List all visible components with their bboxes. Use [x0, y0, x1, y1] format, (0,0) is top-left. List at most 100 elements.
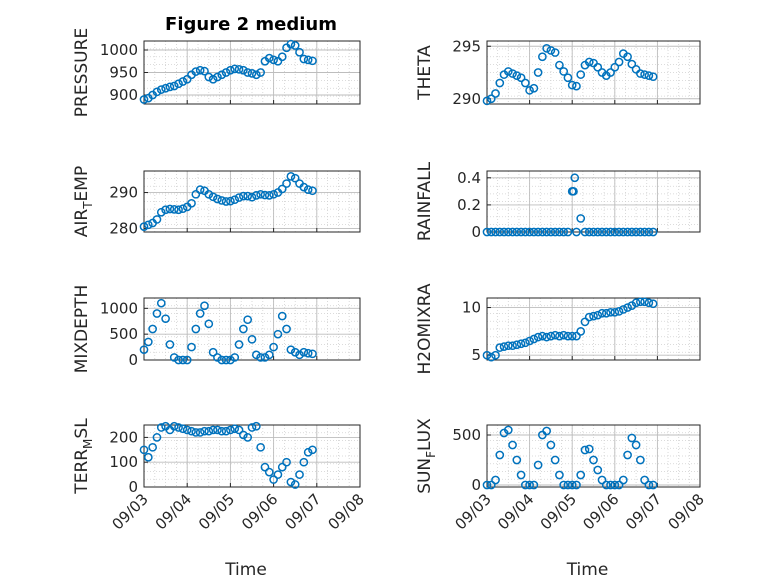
- data-point: [529, 334, 539, 344]
- data-point: [627, 227, 637, 237]
- data-point: [178, 355, 188, 365]
- data-point: [486, 352, 496, 362]
- data-point: [295, 47, 304, 57]
- data-point: [286, 39, 296, 49]
- y-tick-label: 900: [109, 86, 138, 104]
- data-point: [542, 426, 551, 436]
- data-point: [631, 298, 641, 308]
- subplot-terr-msl: 0 100 200 09/03 09/04 09/05 09/06 09/07 09/08 Tim…: [72, 418, 368, 580]
- data-point: [640, 227, 649, 237]
- x-tick-label: 09/08: [325, 490, 368, 533]
- data-point: [610, 227, 620, 237]
- data-point: [482, 227, 492, 237]
- data-point: [572, 227, 581, 237]
- data-point: [516, 227, 526, 237]
- y-tick-label: 1000: [100, 299, 138, 317]
- data-point: [200, 301, 209, 311]
- data-point: [269, 55, 278, 65]
- data-point: [277, 311, 287, 321]
- data-point: [230, 64, 240, 74]
- data-point: [143, 220, 153, 230]
- data-point: [614, 57, 624, 67]
- axes-box: [486, 40, 701, 105]
- y-axis-label: SUNFLUX: [415, 418, 438, 494]
- data-point: [308, 186, 317, 196]
- data-point: [264, 467, 274, 477]
- data-point: [187, 198, 196, 208]
- data-point: [572, 81, 581, 91]
- data-point: [559, 480, 569, 490]
- data-point: [640, 475, 649, 485]
- x-tick-label: 09/06: [579, 490, 622, 533]
- data-point: [525, 336, 534, 346]
- data-point: [264, 53, 274, 63]
- data-point: [529, 83, 539, 93]
- data-point: [174, 423, 183, 432]
- data-point: [174, 205, 183, 215]
- y-tick-label: 0: [471, 223, 481, 241]
- y-axis-label: TERRMSL: [72, 418, 95, 495]
- data-point: [555, 60, 564, 70]
- data-point: [589, 311, 598, 321]
- data-point: [286, 172, 296, 181]
- data-point: [648, 299, 658, 309]
- data-point: [584, 57, 594, 67]
- data-point: [546, 331, 556, 341]
- data-point: [631, 440, 641, 450]
- data-point: [516, 73, 526, 83]
- data-point: [525, 227, 534, 237]
- data-point: [187, 426, 196, 436]
- x-tick-label: 09/08: [665, 490, 708, 533]
- y-tick-label: 200: [109, 428, 138, 446]
- data-point: [593, 62, 603, 72]
- data-point: [156, 207, 166, 217]
- data-point: [572, 480, 581, 490]
- data-point: [589, 227, 598, 237]
- data-point: [538, 331, 547, 341]
- data-point: [623, 450, 632, 460]
- data-point: [550, 455, 560, 465]
- data-point: [208, 74, 218, 84]
- data-point: [191, 67, 201, 76]
- data-point: [525, 480, 534, 490]
- subplot-sun-flux: 0 500 09/03 09/04 09/05 09/06 09/07 09/08 Time SU…: [415, 418, 708, 580]
- data-point: [584, 227, 594, 237]
- data-point: [251, 350, 261, 360]
- data-point: [308, 349, 317, 359]
- data-point: [243, 315, 253, 325]
- data-point: [234, 193, 244, 202]
- data-point: [550, 227, 560, 237]
- data-point: [576, 470, 586, 480]
- y-tick-label: 295: [452, 37, 481, 55]
- data-point: [512, 455, 522, 465]
- data-point: [563, 227, 573, 237]
- data-point: [648, 227, 658, 237]
- data-point: [239, 191, 248, 201]
- data-point: [290, 173, 300, 183]
- data-point: [165, 82, 175, 92]
- data-point: [486, 227, 496, 237]
- data-point: [525, 86, 534, 95]
- data-point: [221, 197, 231, 206]
- data-point: [299, 457, 309, 467]
- axes-box: [143, 297, 361, 361]
- data-point: [277, 52, 287, 62]
- data-point: [623, 52, 632, 62]
- x-axis-label: Time: [566, 560, 609, 580]
- data-point: [491, 227, 500, 237]
- data-point: [299, 347, 309, 357]
- data-point: [277, 184, 287, 194]
- data-point: [308, 445, 317, 455]
- data-point: [580, 227, 590, 237]
- data-point: [273, 470, 283, 479]
- data-point: [563, 331, 573, 341]
- data-point: [178, 424, 188, 434]
- axes-box: [143, 170, 361, 233]
- data-point: [152, 433, 162, 442]
- y-tick-label: 290: [452, 90, 481, 108]
- data-point: [213, 72, 222, 82]
- data-point: [156, 423, 166, 432]
- data-point: [234, 425, 244, 435]
- x-tick-label: 09/03: [452, 490, 495, 533]
